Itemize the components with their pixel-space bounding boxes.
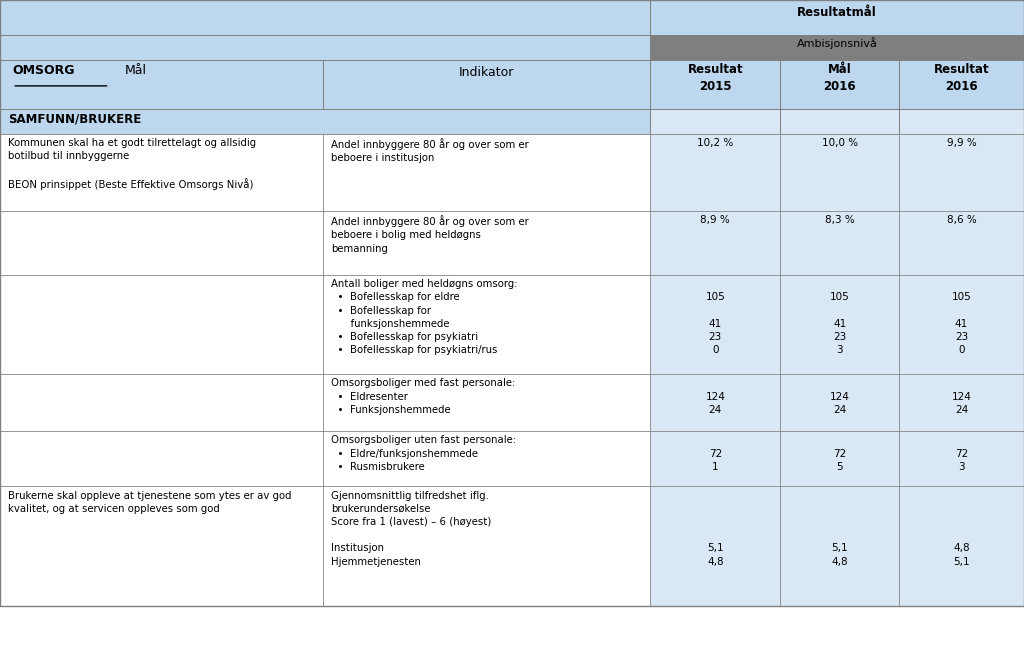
Text: 72
1: 72 1 [709,435,722,472]
Text: 105

41
23
0: 105 41 23 0 [951,279,972,355]
FancyBboxPatch shape [899,134,1024,211]
Text: 124
24: 124 24 [829,378,850,415]
FancyBboxPatch shape [899,275,1024,374]
Text: Indikator: Indikator [459,66,514,79]
FancyBboxPatch shape [780,109,899,134]
Text: Andel innbyggere 80 år og over som er
beboere i institusjon: Andel innbyggere 80 år og over som er be… [331,138,528,163]
Text: Mål
2016: Mål 2016 [823,63,856,93]
FancyBboxPatch shape [650,35,1024,60]
FancyBboxPatch shape [650,134,780,211]
Text: Mål: Mål [125,64,146,77]
FancyBboxPatch shape [780,211,899,275]
FancyBboxPatch shape [0,134,323,211]
Text: Resultat
2016: Resultat 2016 [934,63,989,93]
Text: 8,9 %: 8,9 % [700,215,730,225]
FancyBboxPatch shape [650,60,780,109]
FancyBboxPatch shape [899,431,1024,486]
FancyBboxPatch shape [0,374,323,431]
Text: Omsorgsboliger uten fast personale:
  •  Eldre/funksjonshemmede
  •  Rusmisbruke: Omsorgsboliger uten fast personale: • El… [331,435,516,472]
FancyBboxPatch shape [650,211,780,275]
Text: 105

41
23
3: 105 41 23 3 [829,279,850,355]
FancyBboxPatch shape [899,374,1024,431]
Text: 4,8
5,1: 4,8 5,1 [953,491,970,566]
Text: 5,1
4,8: 5,1 4,8 [831,491,848,566]
Text: 124
24: 124 24 [951,378,972,415]
FancyBboxPatch shape [780,431,899,486]
FancyBboxPatch shape [323,374,650,431]
FancyBboxPatch shape [650,486,780,606]
FancyBboxPatch shape [0,211,323,275]
Text: 10,2 %: 10,2 % [697,138,733,148]
FancyBboxPatch shape [780,134,899,211]
FancyBboxPatch shape [0,109,650,134]
Text: SAMFUNN/BRUKERE: SAMFUNN/BRUKERE [8,113,141,125]
FancyBboxPatch shape [899,60,1024,109]
Text: Andel innbyggere 80 år og over som er
beboere i bolig med heldøgns
bemanning: Andel innbyggere 80 år og over som er be… [331,215,528,254]
FancyBboxPatch shape [899,109,1024,134]
FancyBboxPatch shape [0,275,323,374]
FancyBboxPatch shape [780,486,899,606]
FancyBboxPatch shape [0,60,323,109]
Text: Omsorgsboliger med fast personale:
  •  Eldresenter
  •  Funksjonshemmede: Omsorgsboliger med fast personale: • Eld… [331,378,515,415]
Text: 10,0 %: 10,0 % [821,138,858,148]
FancyBboxPatch shape [899,211,1024,275]
Text: Antall boliger med heldøgns omsorg:
  •  Bofellesskap for eldre
  •  Bofellesska: Antall boliger med heldøgns omsorg: • Bo… [331,279,517,355]
FancyBboxPatch shape [0,0,650,35]
FancyBboxPatch shape [650,109,780,134]
Text: 124
24: 124 24 [706,378,725,415]
Text: 72
3: 72 3 [955,435,968,472]
FancyBboxPatch shape [650,275,780,374]
FancyBboxPatch shape [650,0,1024,35]
FancyBboxPatch shape [323,134,650,211]
FancyBboxPatch shape [650,374,780,431]
FancyBboxPatch shape [323,211,650,275]
Text: 72
5: 72 5 [834,435,846,472]
FancyBboxPatch shape [780,60,899,109]
FancyBboxPatch shape [323,431,650,486]
Text: OMSORG: OMSORG [12,64,75,77]
FancyBboxPatch shape [780,275,899,374]
Text: Brukerne skal oppleve at tjenestene som ytes er av god
kvalitet, og at servicen : Brukerne skal oppleve at tjenestene som … [8,491,292,514]
Text: 105

41
23
0: 105 41 23 0 [706,279,725,355]
FancyBboxPatch shape [323,275,650,374]
Text: Resultat
2015: Resultat 2015 [687,63,743,93]
Text: 8,6 %: 8,6 % [946,215,977,225]
FancyBboxPatch shape [780,374,899,431]
Text: Resultatmål: Resultatmål [798,6,877,19]
FancyBboxPatch shape [323,60,650,109]
FancyBboxPatch shape [899,486,1024,606]
FancyBboxPatch shape [0,486,323,606]
FancyBboxPatch shape [323,486,650,606]
FancyBboxPatch shape [650,431,780,486]
Text: 8,3 %: 8,3 % [824,215,855,225]
Text: Ambisjonsnivå: Ambisjonsnivå [797,38,878,50]
Text: Kommunen skal ha et godt tilrettelagt og allsidig
botilbud til innbyggerne

BEON: Kommunen skal ha et godt tilrettelagt og… [8,138,256,191]
FancyBboxPatch shape [0,431,323,486]
Text: 5,1
4,8: 5,1 4,8 [707,491,724,566]
Text: 9,9 %: 9,9 % [946,138,977,148]
Text: Gjennomsnittlig tilfredshet iflg.
brukerundersøkelse
Score fra 1 (lavest) – 6 (h: Gjennomsnittlig tilfredshet iflg. bruker… [331,491,492,566]
FancyBboxPatch shape [0,35,650,60]
